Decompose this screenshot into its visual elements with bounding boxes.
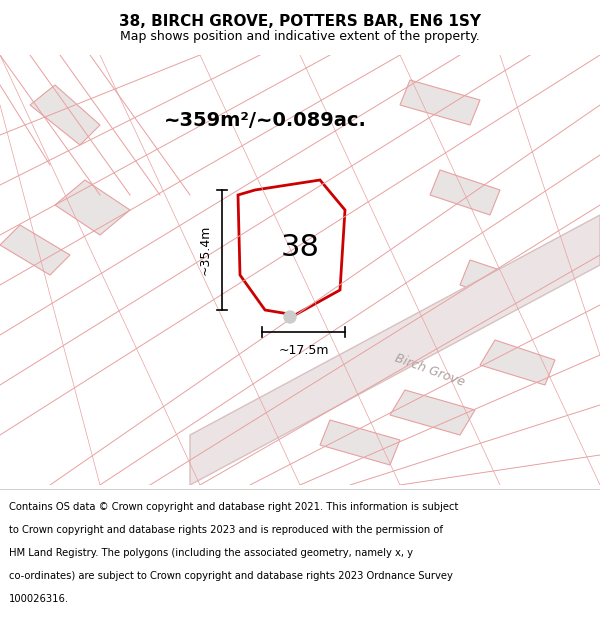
Polygon shape — [430, 170, 500, 215]
Circle shape — [284, 311, 296, 323]
Polygon shape — [320, 420, 400, 465]
Text: Birch Grove: Birch Grove — [393, 351, 467, 389]
Text: Map shows position and indicative extent of the property.: Map shows position and indicative extent… — [120, 30, 480, 43]
Polygon shape — [400, 80, 480, 125]
Polygon shape — [190, 215, 600, 485]
Text: 38, BIRCH GROVE, POTTERS BAR, EN6 1SY: 38, BIRCH GROVE, POTTERS BAR, EN6 1SY — [119, 14, 481, 29]
Text: co-ordinates) are subject to Crown copyright and database rights 2023 Ordnance S: co-ordinates) are subject to Crown copyr… — [9, 571, 453, 581]
Polygon shape — [55, 180, 130, 235]
Text: Contains OS data © Crown copyright and database right 2021. This information is : Contains OS data © Crown copyright and d… — [9, 502, 458, 512]
Text: HM Land Registry. The polygons (including the associated geometry, namely x, y: HM Land Registry. The polygons (includin… — [9, 548, 413, 558]
Text: to Crown copyright and database rights 2023 and is reproduced with the permissio: to Crown copyright and database rights 2… — [9, 525, 443, 535]
Text: 100026316.: 100026316. — [9, 594, 69, 604]
Polygon shape — [460, 260, 530, 305]
Polygon shape — [0, 225, 70, 275]
Text: ~35.4m: ~35.4m — [199, 225, 212, 275]
Polygon shape — [480, 340, 555, 385]
Text: ~359m²/~0.089ac.: ~359m²/~0.089ac. — [164, 111, 367, 129]
Polygon shape — [390, 390, 475, 435]
Polygon shape — [238, 180, 345, 315]
Text: ~17.5m: ~17.5m — [278, 344, 329, 357]
Text: 38: 38 — [281, 234, 320, 262]
Polygon shape — [30, 85, 100, 145]
